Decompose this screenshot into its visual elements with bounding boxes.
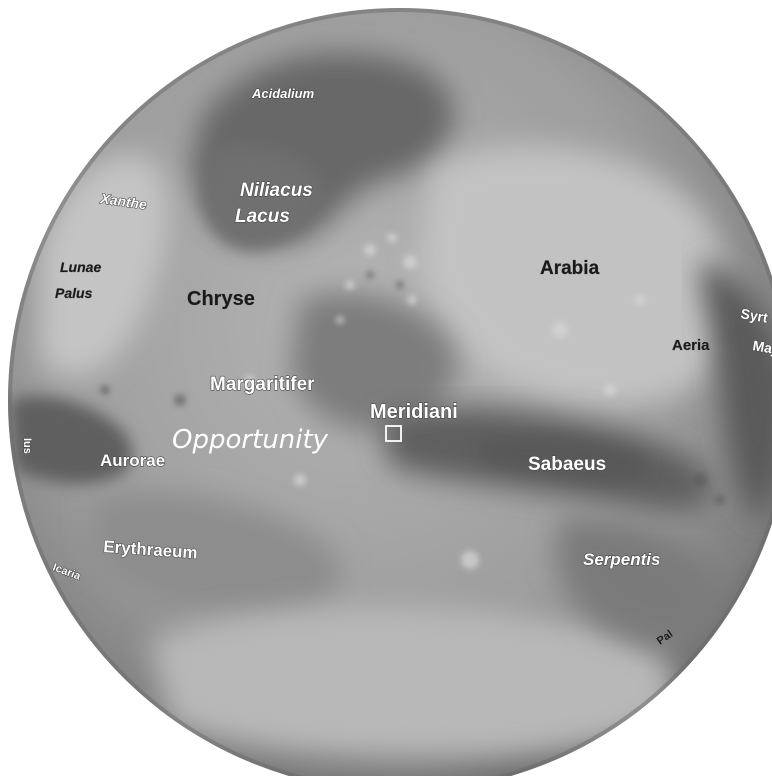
dark-crater-speckles [100,271,725,505]
serpentis-dark-region [555,518,722,643]
label-syrtis: Syrt [739,305,769,326]
niliacus-dark-region [200,146,322,251]
xanthe-pale-region [40,154,169,377]
surface-features [10,52,772,758]
sabaeus-dark-band-2 [480,435,648,481]
erythraeum-mid-region [90,492,341,621]
margaritifer-dark-region [290,292,457,431]
label-margaritifer: Margaritifer [210,374,315,395]
southern-pale-region [150,606,674,758]
label-meridiani: Meridiani [370,401,458,423]
label-aurorae: Aurorae [100,451,165,470]
valles-dark-region [10,396,133,485]
crater-speckles [245,233,645,569]
globe-limb [8,8,772,776]
label-chryse: Chryse [187,288,255,310]
label-major: Maj [751,337,772,357]
label-aeria: Aeria [672,337,710,354]
syrtis-dark-region [700,260,772,520]
arabia-bright-region [420,146,729,407]
opportunity-site-marker [385,425,402,442]
label-acidalium: Acidalium [251,86,315,101]
label-niliacus-lacus: Lacus [235,206,290,227]
label-lunae-palus: Palus [55,285,93,301]
label-sabaeus: Sabaeus [528,454,606,475]
label-lunae: Lunae [60,259,101,275]
label-opportunity: Opportunity [172,425,329,455]
label-xanthe: Xanthe [99,190,149,213]
label-left-edge: Ius [21,438,33,454]
label-serpentis: Serpentis [583,550,660,569]
label-arabia: Arabia [540,258,600,279]
label-niliacus: Niliacus [240,180,313,201]
